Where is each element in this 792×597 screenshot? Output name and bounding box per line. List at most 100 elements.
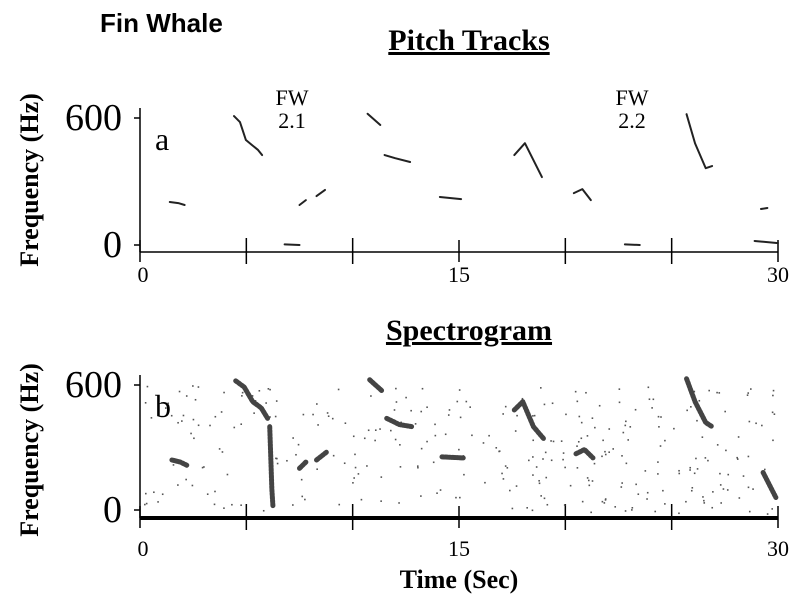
annotation: 2.2	[618, 108, 646, 133]
noise-speck	[275, 416, 277, 418]
noise-speck	[538, 480, 540, 482]
noise-speck	[214, 491, 216, 493]
noise-speck	[345, 422, 347, 424]
noise-speck	[366, 465, 368, 467]
noise-speck	[241, 395, 243, 397]
noise-speck	[638, 493, 640, 495]
noise-speck	[581, 437, 583, 439]
noise-speck	[333, 455, 335, 457]
x-tick-label: 30	[767, 262, 789, 287]
noise-speck	[629, 426, 631, 428]
noise-speck	[564, 504, 566, 506]
noise-speck	[516, 485, 518, 487]
noise-speck	[660, 416, 662, 418]
noise-speck	[645, 470, 647, 472]
noise-speck	[739, 497, 741, 499]
noise-speck	[509, 490, 511, 492]
noise-speck	[594, 463, 596, 465]
noise-speck	[286, 460, 288, 462]
noise-speck	[209, 425, 211, 427]
pitch-track	[761, 208, 767, 209]
noise-speck	[405, 397, 407, 399]
noise-speck	[689, 467, 691, 469]
noise-speck	[532, 439, 534, 441]
noise-speck	[585, 392, 587, 394]
noise-speck	[445, 433, 447, 435]
noise-speck	[689, 469, 691, 471]
noise-speck	[145, 402, 147, 404]
noise-speck	[624, 425, 626, 427]
noise-speck	[587, 435, 589, 437]
noise-speck	[696, 420, 698, 422]
noise-speck	[198, 386, 200, 388]
noise-speck	[231, 504, 233, 506]
noise-speck	[605, 454, 607, 456]
noise-speck	[544, 404, 546, 406]
noise-speck	[202, 467, 204, 469]
noise-speck	[483, 442, 485, 444]
spectrogram-trace	[576, 450, 593, 458]
spectrogram-trace	[442, 457, 463, 458]
noise-speck	[623, 432, 625, 434]
noise-speck	[747, 392, 749, 394]
noise-speck	[718, 392, 720, 394]
noise-speck	[697, 468, 699, 470]
noise-speck	[316, 403, 318, 405]
noise-speck	[328, 415, 330, 417]
noise-speck	[705, 457, 707, 459]
noise-speck	[433, 461, 435, 463]
noise-speck	[542, 458, 544, 460]
noise-speck	[501, 473, 503, 475]
noise-speck	[685, 501, 687, 503]
noise-speck	[448, 414, 450, 416]
noise-speck	[222, 451, 224, 453]
pitch-track	[687, 114, 713, 168]
noise-speck	[575, 391, 577, 393]
noise-speck	[459, 497, 461, 499]
pitch-track	[385, 155, 411, 162]
noise-speck	[193, 437, 195, 439]
noise-speck	[277, 463, 279, 465]
noise-speck	[536, 466, 538, 468]
noise-speck	[678, 512, 680, 514]
noise-speck	[526, 507, 528, 509]
noise-speck	[540, 387, 542, 389]
noise-speck	[723, 488, 725, 490]
noise-speck	[678, 470, 680, 472]
noise-speck	[327, 412, 329, 414]
noise-speck	[736, 457, 738, 459]
noise-speck	[298, 444, 300, 446]
noise-speck	[719, 473, 721, 475]
noise-speck	[578, 441, 580, 443]
noise-speck	[658, 426, 660, 428]
noise-speck	[562, 459, 564, 461]
noise-speck	[466, 401, 468, 403]
noise-speck	[240, 504, 242, 506]
noise-speck	[338, 389, 340, 391]
noise-speck	[421, 448, 423, 450]
noise-speck	[381, 476, 383, 478]
figure: Fin Whale Pitch TracksFrequency (Hz)aFW2…	[0, 0, 792, 597]
noise-speck	[214, 504, 216, 506]
noise-speck	[772, 395, 774, 397]
noise-speck	[625, 510, 627, 512]
noise-speck	[619, 388, 621, 390]
noise-speck	[165, 407, 167, 409]
noise-speck	[774, 413, 776, 415]
noise-speck	[592, 480, 594, 482]
noise-speck	[691, 490, 693, 492]
noise-speck	[192, 385, 194, 387]
spectrogram-trace	[270, 427, 273, 506]
noise-speck	[702, 436, 704, 438]
noise-speck	[276, 400, 278, 402]
noise-speck	[587, 477, 589, 479]
noise-speck	[147, 386, 149, 388]
noise-speck	[380, 500, 382, 502]
noise-speck	[471, 435, 473, 437]
noise-speck	[295, 454, 297, 456]
x-tick-label: 0	[138, 262, 149, 287]
x-tick-label: 15	[448, 262, 470, 287]
noise-speck	[219, 448, 221, 450]
noise-speck	[370, 395, 372, 397]
noise-speck	[417, 467, 419, 469]
